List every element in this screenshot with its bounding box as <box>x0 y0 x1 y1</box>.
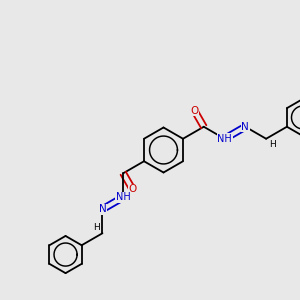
Text: NH: NH <box>116 192 130 202</box>
Text: H: H <box>93 223 100 232</box>
Text: H: H <box>269 140 275 149</box>
Text: O: O <box>128 184 137 194</box>
Text: N: N <box>242 122 249 132</box>
Text: O: O <box>190 106 199 116</box>
Text: NH: NH <box>217 134 232 144</box>
Text: N: N <box>99 204 106 214</box>
